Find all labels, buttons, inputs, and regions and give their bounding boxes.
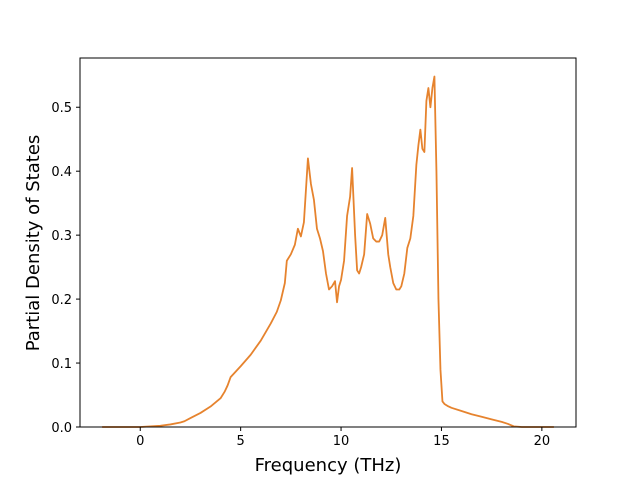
y-tick-label: 0.3: [51, 229, 72, 244]
y-ticks: 0.0 0.1 0.2 0.3 0.4 0.5: [51, 101, 80, 436]
y-tick-label: 0.0: [51, 421, 72, 436]
x-tick-label: 15: [433, 434, 450, 449]
x-tick-label: 10: [333, 434, 350, 449]
x-ticks: 0 5 10 15 20: [136, 427, 550, 449]
y-tick-label: 0.4: [51, 165, 72, 180]
x-tick-label: 20: [534, 434, 551, 449]
x-axis-label: Frequency (THz): [255, 455, 402, 476]
series-layer: [102, 75, 554, 428]
x-tick-label: 5: [237, 434, 245, 449]
y-tick-label: 0.5: [51, 101, 72, 116]
plot-frame: [79, 57, 577, 428]
x-tick-label: 0: [136, 434, 144, 449]
y-tick-label: 0.1: [51, 357, 72, 372]
series-line-0: [102, 75, 554, 428]
y-axis-label: Partial Density of States: [23, 135, 44, 352]
y-tick-label: 0.2: [51, 293, 72, 308]
